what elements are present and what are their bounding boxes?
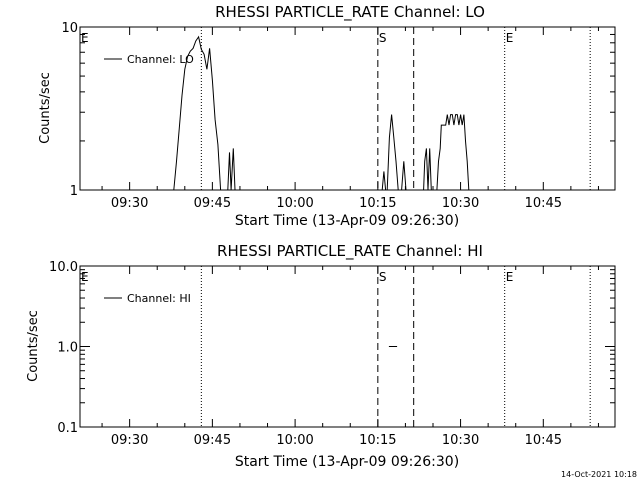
hi-y-axis-label: Counts/sec (26, 310, 41, 382)
lo-series-line (401, 161, 407, 191)
lo-legend-label: Channel: LO (127, 53, 194, 66)
lo-chart-title: RHESSI PARTICLE_RATE Channel: LO (215, 3, 485, 22)
hi-y-tick-label: 0.1 (57, 421, 78, 436)
lo-x-tick-label: 10:30 (442, 196, 479, 211)
hi-x-tick-label: 09:45 (194, 433, 231, 448)
lo-y-axis-label: Counts/sec (38, 72, 53, 144)
hi-y-tick-label: 10.0 (49, 260, 78, 275)
lo-x-tick-label: 10:00 (276, 196, 313, 211)
hi-y-tick-label: 1.0 (57, 341, 78, 356)
footer-timestamp: 14-Oct-2021 10:18 (561, 470, 637, 479)
lo-x-tick-label: 10:15 (359, 196, 396, 211)
hi-x-tick-label: 10:15 (359, 433, 396, 448)
lo-y-tick-label: 10 (61, 21, 78, 36)
lo-series-line (173, 35, 222, 191)
hi-legend-label: Channel: HI (127, 292, 191, 305)
hi-chart-title: RHESSI PARTICLE_RATE Channel: HI (217, 242, 483, 261)
lo-marker-label: S (379, 31, 387, 45)
hi-plot-frame (79, 265, 616, 428)
lo-series-line (227, 148, 236, 191)
lo-plot-frame (79, 26, 616, 191)
lo-marker-label: E (81, 31, 89, 45)
hi-marker-label: S (379, 270, 387, 284)
lo-y-tick-label: 1 (70, 184, 78, 199)
hi-x-tick-label: 10:00 (276, 433, 313, 448)
hi-marker-label: E (81, 270, 89, 284)
lo-series-line (386, 114, 399, 191)
hi-x-tick-label: 10:30 (442, 433, 479, 448)
hi-x-tick-label: 09:30 (111, 433, 148, 448)
lo-x-tick-label: 09:30 (111, 196, 148, 211)
lo-x-tick-label: 09:45 (194, 196, 231, 211)
hi-x-axis-label: Start Time (13-Apr-09 09:26:30) (235, 454, 459, 470)
hi-channel-panel: 09:30 09:45 10:00 10:15 10:30 10:45 0.1 1.0 10.0… (26, 242, 616, 470)
lo-x-tick-label: 10:45 (525, 196, 562, 211)
lo-series-line (423, 148, 432, 191)
hi-x-tick-label: 10:45 (525, 433, 562, 448)
lo-series-line (381, 171, 387, 191)
lo-marker-label: E (506, 31, 514, 45)
lo-x-axis-label: Start Time (13-Apr-09 09:26:30) (235, 213, 459, 229)
lo-series-line (436, 114, 470, 191)
hi-marker-label: E (506, 270, 514, 284)
